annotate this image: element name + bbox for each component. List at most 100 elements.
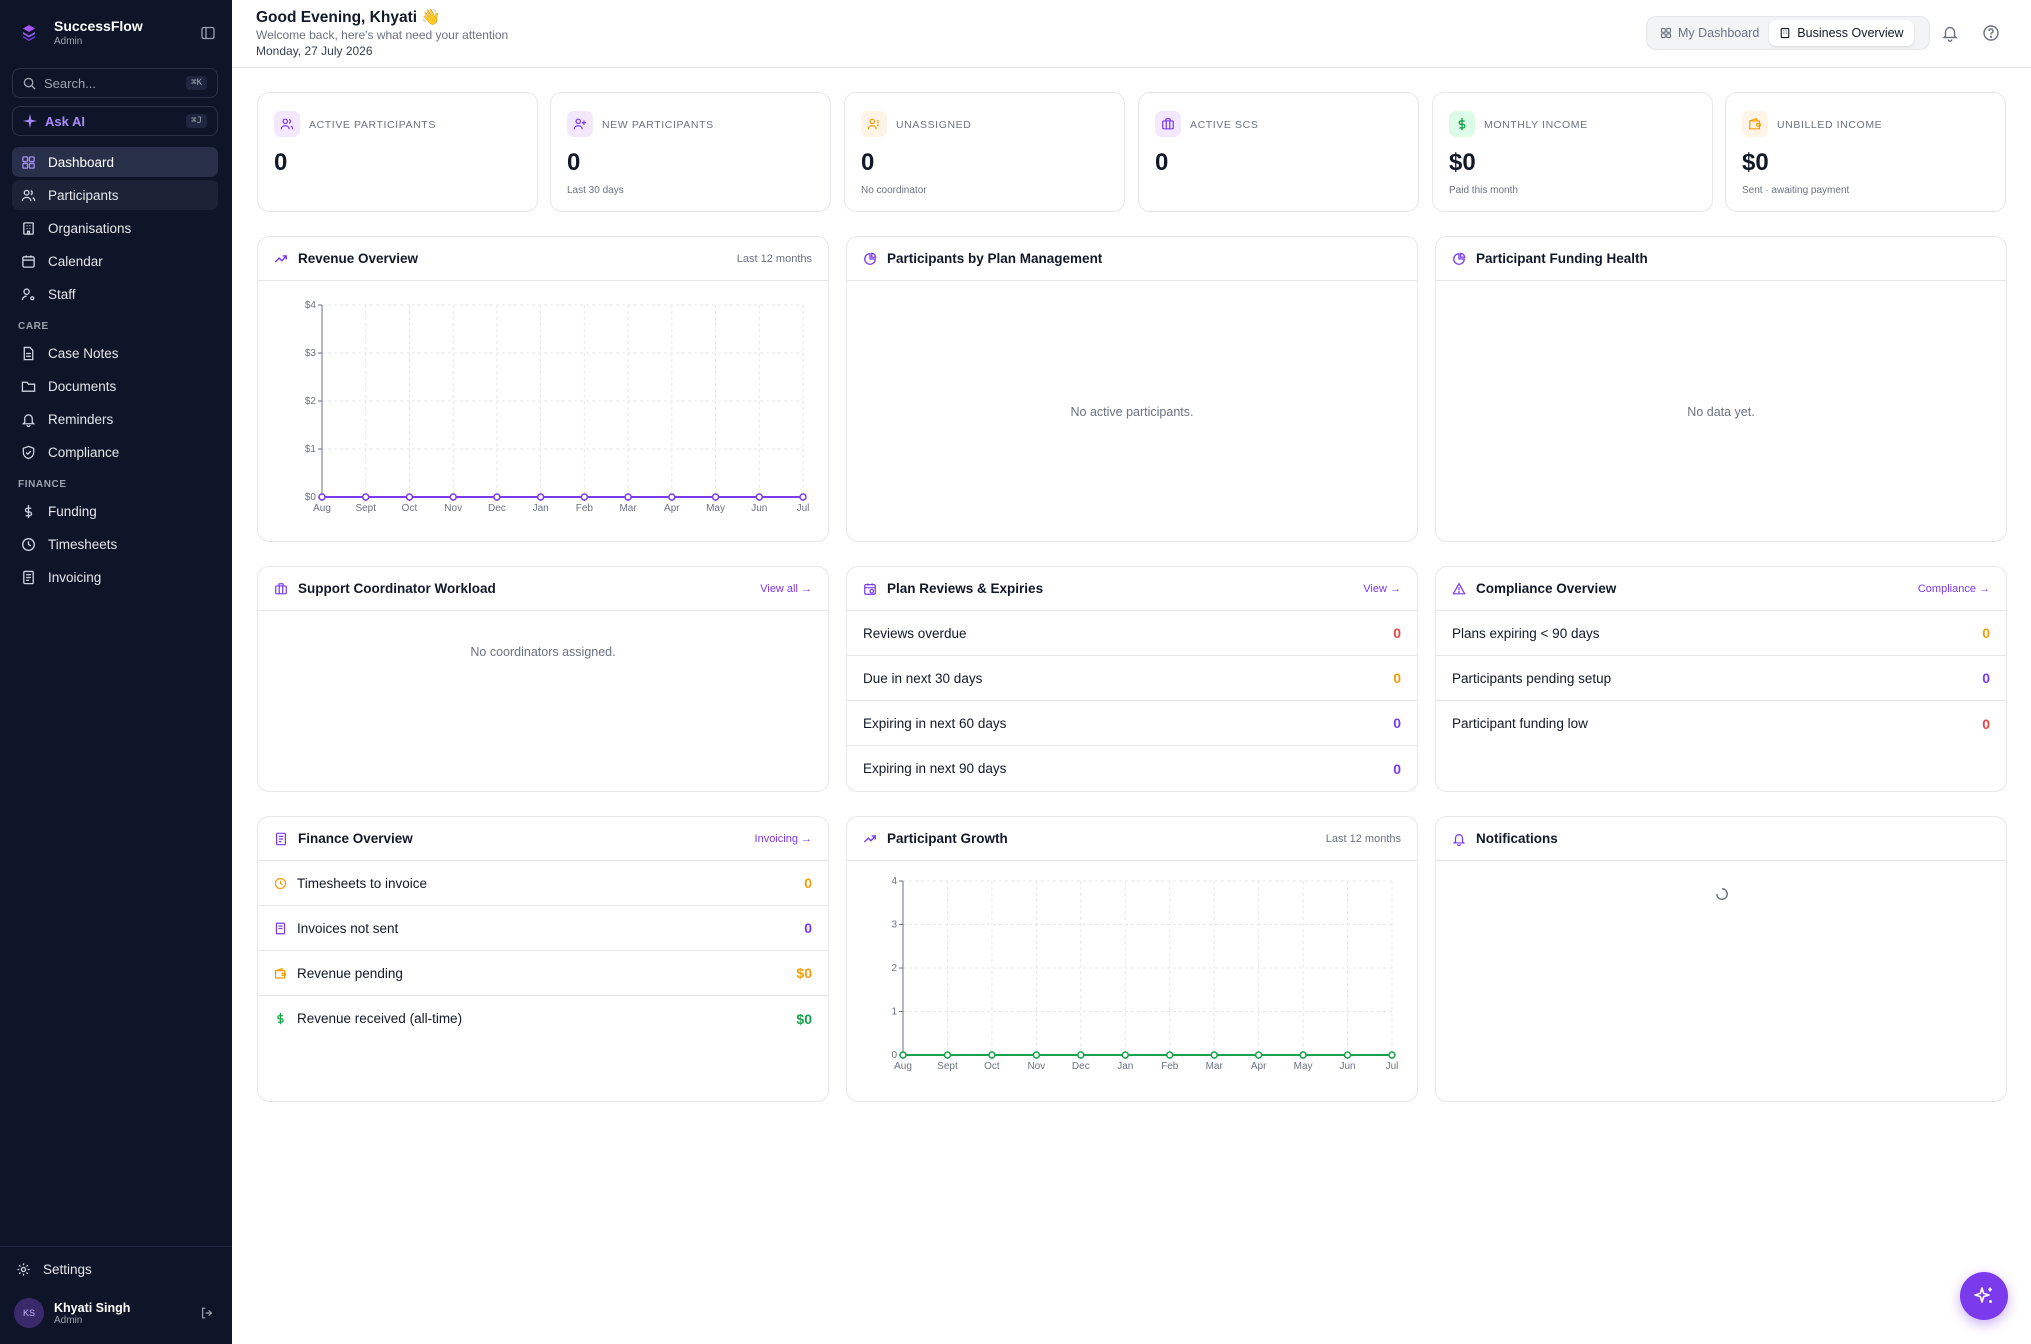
sidebar-item-organisations[interactable]: Organisations <box>12 213 218 243</box>
sidebar-item-dashboard[interactable]: Dashboard <box>12 147 218 177</box>
users-icon <box>274 111 300 137</box>
empty-state: No data yet. <box>1687 405 1755 419</box>
stat-value: 0 <box>861 149 875 176</box>
sidebar-item-calendar[interactable]: Calendar <box>12 246 218 276</box>
stat-card-active-scs[interactable]: ACTIVE SCS 0 <box>1138 92 1419 212</box>
stat-value: 0 <box>274 149 288 176</box>
loading-spinner-icon <box>1716 888 1728 900</box>
list-item[interactable]: Expiring in next 90 days 0 <box>847 746 1417 791</box>
sidebar-item-compliance[interactable]: Compliance <box>12 437 218 467</box>
dashboard-icon <box>22 155 35 169</box>
sidebar-item-staff[interactable]: Staff <box>12 279 218 309</box>
brand[interactable]: SuccessFlow Admin <box>20 18 143 47</box>
compliance-overview-panel: Compliance Overview Compliance → Plans e… <box>1435 566 2007 792</box>
user-plus-icon <box>567 111 593 137</box>
stat-card-unassigned[interactable]: UNASSIGNED 0 No coordinator <box>844 92 1125 212</box>
row-value: 0 <box>1982 625 1990 641</box>
data-point <box>1032 1051 1041 1059</box>
panel-title: Finance Overview <box>298 831 413 846</box>
sidebar-item-label: Case Notes <box>48 345 119 361</box>
sidebar-item-timesheets[interactable]: Timesheets <box>12 529 218 559</box>
list-item[interactable]: Reviews overdue 0 <box>847 611 1417 656</box>
x-tick-label: Jan <box>1117 1061 1133 1072</box>
data-point <box>493 493 501 501</box>
dollar-icon <box>24 504 33 518</box>
panel-header: Participant Funding Health <box>1436 237 2006 281</box>
sidebar-item-label: Timesheets <box>48 536 118 552</box>
logout-icon[interactable] <box>200 1306 214 1320</box>
x-tick-label: Apr <box>664 503 680 514</box>
section-label-care: CARE <box>18 321 49 332</box>
data-point <box>1299 1051 1307 1059</box>
compliance-link[interactable]: Compliance → <box>1917 582 1990 595</box>
notifications-panel: Notifications <box>1435 816 2007 1102</box>
x-tick-label: Apr <box>1251 1061 1267 1072</box>
stat-card-monthly-income[interactable]: MONTHLY INCOME $0 Paid this month <box>1432 92 1713 212</box>
sidebar-item-invoicing[interactable]: Invoicing <box>12 562 218 592</box>
view-all-link[interactable]: View all → <box>760 582 812 595</box>
sidebar-item-reminders[interactable]: Reminders <box>12 404 218 434</box>
page-header: Good Evening, Khyati 👋 Welcome back, her… <box>232 0 2031 68</box>
trending-up-icon <box>274 254 287 263</box>
list-item[interactable]: Participants pending setup 0 <box>1436 656 2006 701</box>
notifications-bell-icon[interactable] <box>1941 24 1959 42</box>
list-item[interactable]: Due in next 30 days 0 <box>847 656 1417 701</box>
data-point <box>1254 1051 1263 1059</box>
data-point <box>624 493 632 501</box>
ai-assistant-button[interactable] <box>1960 1272 2008 1320</box>
list-item[interactable]: Timesheets to invoice 0 <box>258 861 828 906</box>
settings-link[interactable]: Settings <box>16 1262 92 1277</box>
data-point <box>899 1051 907 1059</box>
alert-triangle-icon <box>1452 581 1466 594</box>
sidebar-item-label: Documents <box>48 378 117 394</box>
finance-overview-panel: Finance Overview Invoicing → Timesheets … <box>257 816 829 1102</box>
tab-my-dashboard[interactable]: My Dashboard <box>1650 20 1769 46</box>
list-item[interactable]: Revenue pending $0 <box>258 951 828 996</box>
user-profile[interactable]: KS Khyati Singh Admin <box>14 1298 214 1328</box>
x-tick-label: May <box>706 503 725 514</box>
list-item[interactable]: Revenue received (all-time) $0 <box>258 996 828 1041</box>
plan-reviews-panel: Plan Reviews & Expiries View → Reviews o… <box>846 566 1418 792</box>
panel-header: Plan Reviews & Expiries View → <box>847 567 1417 611</box>
sparkles-icon <box>1974 1287 1992 1303</box>
list-item[interactable]: Participant funding low 0 <box>1436 701 2006 746</box>
data-point <box>668 493 676 501</box>
receipt-icon <box>275 922 286 934</box>
timesheet-icon <box>274 877 287 889</box>
stat-card-new-participants[interactable]: NEW PARTICIPANTS 0 Last 30 days <box>550 92 831 212</box>
grid-icon <box>1660 27 1672 39</box>
tab-business-overview[interactable]: Business Overview <box>1769 20 1914 46</box>
invoicing-link[interactable]: Invoicing → <box>754 832 812 845</box>
empty-state: No coordinators assigned. <box>470 645 616 659</box>
panel-header: Finance Overview Invoicing → <box>258 817 828 861</box>
sidebar-item-participants[interactable]: Participants <box>12 180 218 210</box>
data-point <box>536 493 545 501</box>
row-label: Timesheets to invoice <box>297 875 428 891</box>
panel-title: Notifications <box>1476 831 1558 846</box>
sidebar-item-funding[interactable]: Funding <box>12 496 218 526</box>
search-input[interactable]: Search... ⌘K <box>12 68 218 98</box>
file-text-icon <box>23 346 34 360</box>
row-label: Participant funding low <box>1452 716 1588 731</box>
list-item[interactable]: Expiring in next 60 days 0 <box>847 701 1417 746</box>
data-point <box>799 493 807 501</box>
ask-ai-button[interactable]: Ask AI ⌘J <box>12 106 218 136</box>
panel-title: Revenue Overview <box>298 251 419 266</box>
stat-card-active-participants[interactable]: ACTIVE PARTICIPANTS 0 <box>257 92 538 212</box>
y-tick-label: $4 <box>305 300 317 311</box>
list-item[interactable]: Plans expiring < 90 days 0 <box>1436 611 2006 656</box>
stat-card-unbilled-income[interactable]: UNBILLED INCOME $0 Sent · awaiting payme… <box>1725 92 2006 212</box>
help-icon[interactable] <box>1982 24 2000 42</box>
y-tick-label: 3 <box>891 920 897 931</box>
participant-growth-chart: 0 1 2 3 4 Aug Sept Oct Nov Dec Jan Feb Mar Apr May Jun J… <box>891 876 1398 1072</box>
sidebar-item-documents[interactable]: Documents <box>12 371 218 401</box>
search-icon <box>23 77 36 90</box>
x-tick-label: Sept <box>355 503 376 514</box>
stat-value: $0 <box>1742 149 1769 176</box>
user-alert-icon <box>861 111 887 137</box>
sidebar-item-case-notes[interactable]: Case Notes <box>12 338 218 368</box>
view-link[interactable]: View → <box>1363 582 1401 595</box>
list-item[interactable]: Invoices not sent 0 <box>258 906 828 951</box>
sidebar-toggle-icon[interactable] <box>200 25 216 41</box>
row-value: 0 <box>1393 715 1401 731</box>
